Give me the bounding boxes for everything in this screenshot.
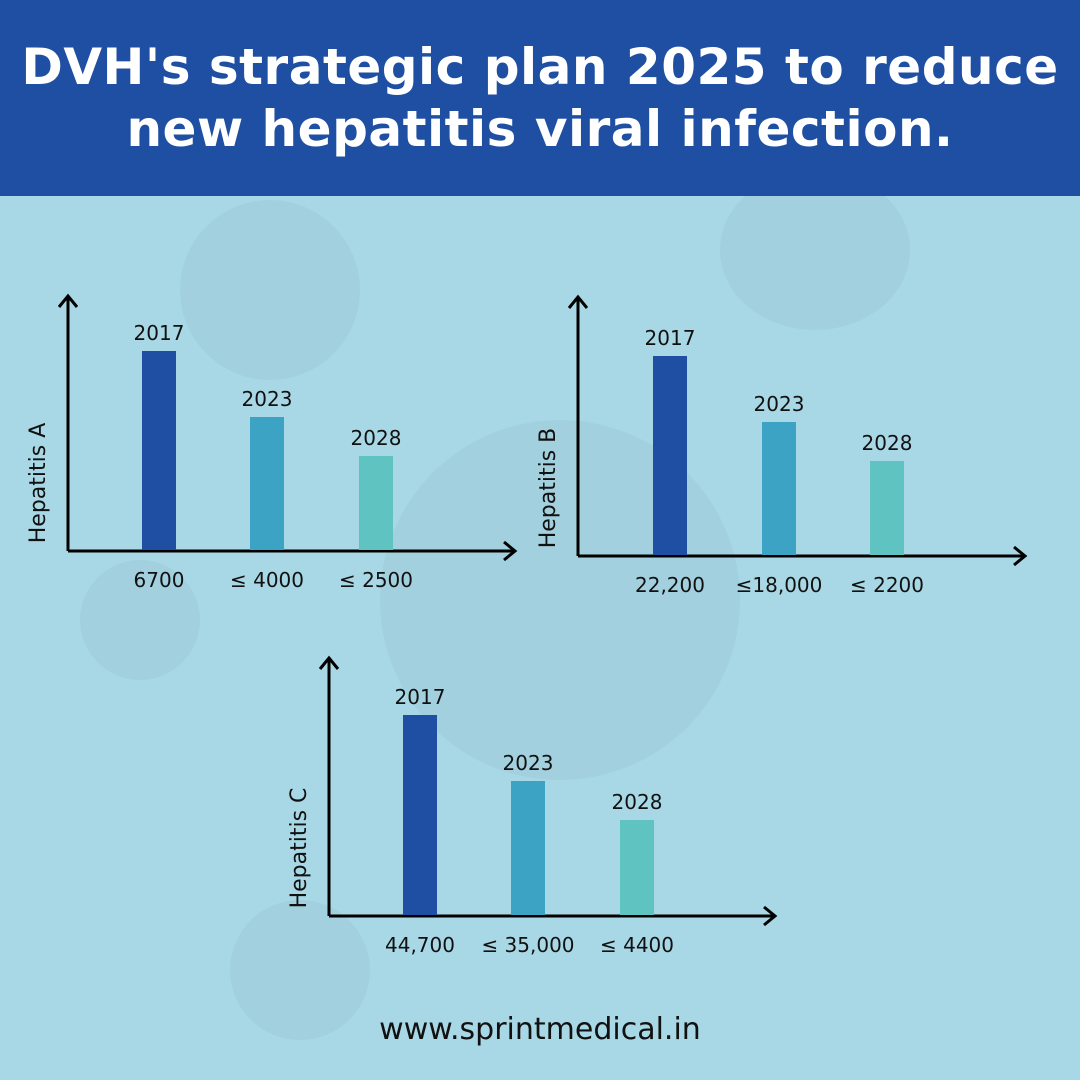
chart-hepatitis-c: Hepatitis C 2017 44,700 2023 ≤ 35,000 2028 ≤ 4… — [287, 655, 778, 957]
category-label: 2028 — [612, 790, 663, 814]
y-axis-arrow-icon — [318, 655, 340, 670]
bar-2028 — [359, 456, 393, 550]
x-axis-arrow-icon — [503, 540, 518, 562]
category-label: 2023 — [754, 392, 805, 416]
category-label: 2017 — [134, 321, 185, 345]
bar-2023 — [511, 781, 545, 915]
category-label: 2023 — [242, 387, 293, 411]
page-title: DVH's strategic plan 2025 to reduce new … — [21, 36, 1058, 160]
bar-2023 — [762, 422, 796, 555]
value-label: 6700 — [134, 568, 185, 592]
category-label: 2028 — [862, 431, 913, 455]
website-url: www.sprintmedical.in — [379, 1012, 701, 1047]
value-label: ≤ 35,000 — [481, 933, 574, 957]
y-axis-arrow-icon — [57, 293, 79, 308]
category-label: 2017 — [645, 326, 696, 350]
x-axis-arrow-icon — [763, 905, 778, 927]
category-label: 2028 — [351, 426, 402, 450]
value-label: ≤ 2500 — [339, 568, 413, 592]
bar-2017 — [403, 715, 437, 915]
bar-2017 — [142, 351, 176, 550]
y-axis-label: Hepatitis C — [287, 788, 312, 909]
x-axis-arrow-icon — [1013, 545, 1028, 567]
bar-2017 — [653, 356, 687, 555]
bar-2028 — [620, 820, 654, 915]
virus-decoration — [80, 560, 200, 680]
virus-decoration — [230, 900, 370, 1040]
value-label: ≤ 4400 — [600, 933, 674, 957]
title-line-2: new hepatitis viral infection. — [126, 100, 954, 158]
y-axis-label: Hepatitis B — [536, 428, 561, 549]
y-axis-arrow-icon — [567, 294, 589, 309]
value-label: 22,200 — [635, 573, 705, 597]
virus-decoration — [180, 200, 360, 380]
virus-decoration — [720, 170, 910, 330]
y-axis-label: Hepatitis A — [26, 423, 51, 544]
chart-hepatitis-b: Hepatitis B 2017 22,200 2023 ≤18,000 2028 ≤ 22… — [536, 294, 1028, 597]
value-label: ≤ 4000 — [230, 568, 304, 592]
title-line-1: DVH's strategic plan 2025 to reduce — [21, 38, 1059, 96]
header-banner: DVH's strategic plan 2025 to reduce new … — [0, 0, 1080, 196]
value-label: ≤18,000 — [736, 573, 823, 597]
value-label: 44,700 — [385, 933, 455, 957]
bar-2023 — [250, 417, 284, 550]
value-label: ≤ 2200 — [850, 573, 924, 597]
bar-2028 — [870, 461, 904, 555]
chart-hepatitis-a: Hepatitis A 2017 6700 2023 ≤ 4000 2028 ≤ 2500 — [26, 293, 518, 592]
category-label: 2017 — [395, 685, 446, 709]
category-label: 2023 — [503, 751, 554, 775]
